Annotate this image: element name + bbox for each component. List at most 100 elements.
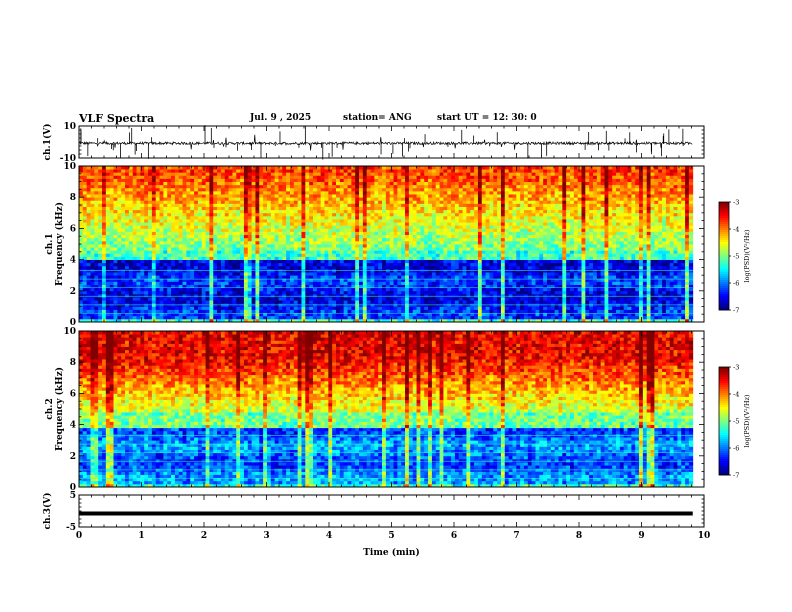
ch1-colorbar: -3 -4 -5 -6 -7 log(PSD)(V²/Hz): [718, 199, 751, 315]
colorbar-cell: [719, 405, 729, 408]
colorbar-cell: [719, 419, 729, 422]
colorbar-cell: [719, 463, 729, 466]
spectrogram-cells: [79, 331, 694, 488]
colorbar-cell: [719, 290, 729, 293]
colorbar-cell: [719, 258, 729, 261]
colorbar-cell: [719, 395, 729, 398]
x-tick-label: 0: [76, 531, 82, 541]
colorbar-tick-label: -3: [733, 199, 739, 207]
y-tick-label: 2: [70, 287, 76, 297]
colorbar-cell: [719, 250, 729, 253]
colorbar-cell: [719, 433, 729, 436]
y-tick-label: 10: [63, 327, 76, 337]
y-tick-label: 4: [70, 421, 76, 431]
x-tick-label: 1: [138, 531, 144, 541]
colorbar-cell: [719, 425, 729, 428]
colorbar-cell: [719, 248, 729, 251]
y-axis-label: Frequency (kHz): [54, 202, 65, 286]
colorbar-cell: [719, 306, 729, 309]
ch2-colorbar: -3 -4 -5 -6 -7 log(PSD)(V²/Hz): [718, 364, 751, 480]
colorbar-cell: [719, 397, 729, 400]
colorbar-cell: [719, 385, 729, 388]
colorbar-cell: [719, 403, 729, 406]
date-label: Jul. 9 , 2025: [250, 113, 312, 123]
x-tick-label: 2: [201, 531, 207, 541]
colorbar-cell: [719, 216, 729, 219]
colorbar-cell: [719, 455, 729, 458]
x-tick-label: 6: [451, 531, 457, 541]
x-axis-label: Time (min): [363, 547, 420, 558]
colorbar-tick-label: -3: [733, 364, 739, 372]
y-axis-label: ch.1(V): [42, 124, 53, 161]
colorbar-cell: [719, 276, 729, 279]
colorbar-cell: [719, 270, 729, 273]
colorbar-cell: [719, 409, 729, 412]
colorbar-cell: [719, 292, 729, 295]
colorbar-cell: [719, 234, 729, 237]
y-tick-label: 10: [63, 162, 76, 172]
colorbar-cell: [719, 417, 729, 420]
colorbar-cell: [719, 435, 729, 438]
colorbar-cell: [719, 413, 729, 416]
colorbar-cell: [719, 212, 729, 215]
colorbar-cell: [719, 264, 729, 267]
colorbar-cell: [719, 244, 729, 247]
colorbar-cell: [719, 268, 729, 271]
station-label: station= ANG: [343, 113, 412, 123]
colorbar-cell: [719, 202, 729, 205]
colorbar-cell: [719, 236, 729, 239]
colorbar-cell: [719, 465, 729, 468]
colorbar-cell: [719, 272, 729, 275]
colorbar-cell: [719, 459, 729, 462]
colorbar-cell: [719, 278, 729, 281]
colorbar-tick-label: -6: [733, 445, 739, 453]
colorbar-cell: [719, 439, 729, 442]
colorbar-cell: [719, 282, 729, 285]
y-tick-label: 8: [70, 193, 76, 203]
colorbar-cell: [719, 423, 729, 426]
y-axis-label: Frequency (kHz): [54, 367, 65, 451]
colorbar-cell: [719, 469, 729, 472]
colorbar-cell: [719, 467, 729, 470]
colorbar-cell: [719, 214, 729, 217]
start-time-label: start UT = 12: 30: 0: [437, 113, 537, 123]
colorbar-label: log(PSD)(V²/Hz): [743, 229, 751, 282]
colorbar-tick-label: -4: [733, 226, 739, 234]
colorbar-cell: [719, 377, 729, 380]
x-tick-label: 5: [388, 531, 394, 541]
colorbar-cell: [719, 447, 729, 450]
colorbar-cell: [719, 371, 729, 374]
colorbar-cell: [719, 238, 729, 241]
colorbar-cell: [719, 224, 729, 227]
colorbar-cell: [719, 274, 729, 277]
colorbar-cell: [719, 383, 729, 386]
colorbar-cell: [719, 381, 729, 384]
colorbar-cell: [719, 296, 729, 299]
ch1-waveform-panel: ch.1(V) 10 -10: [42, 122, 705, 164]
x-tick-label: 8: [576, 531, 582, 541]
x-tick-label: 7: [513, 531, 519, 541]
colorbar-cell: [719, 387, 729, 390]
colorbar-cell: [719, 230, 729, 233]
colorbar-cell: [719, 210, 729, 213]
colorbar-tick-label: -5: [733, 418, 739, 426]
colorbar-cell: [719, 373, 729, 376]
y-tick-label: 6: [70, 224, 76, 234]
colorbar-cell: [719, 286, 729, 289]
colorbar-cell: [719, 473, 729, 476]
colorbar-tick-label: -6: [733, 280, 739, 288]
colorbar-cell: [719, 437, 729, 440]
x-tick-label: 10: [698, 531, 711, 541]
colorbar-cell: [719, 431, 729, 434]
colorbar-cell: [719, 300, 729, 303]
ch2-spectrogram-panel: ch.2 Frequency (kHz) 0 2 4 6 8 10: [45, 327, 705, 493]
colorbar-cell: [719, 206, 729, 209]
colorbar-cell: [719, 254, 729, 257]
colorbar-cell: [719, 445, 729, 448]
colorbar-cell: [719, 369, 729, 372]
y-tick-label: 2: [70, 452, 76, 462]
x-tick-label: 3: [263, 531, 269, 541]
colorbar-cell: [719, 451, 729, 454]
colorbar-cell: [719, 228, 729, 231]
